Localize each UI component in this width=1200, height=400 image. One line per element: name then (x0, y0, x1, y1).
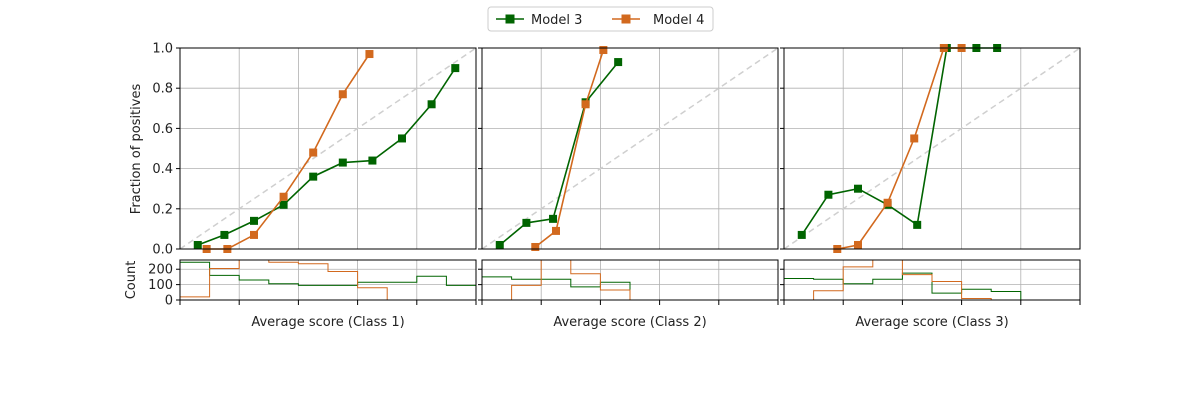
legend: Model 3 Model 4 (487, 6, 714, 32)
data-point-marker (451, 64, 460, 73)
data-point-marker (549, 214, 558, 223)
series-line (206, 53, 371, 250)
data-point-marker (531, 242, 540, 251)
legend-marker-model-3 (505, 14, 515, 24)
data-point-marker (309, 172, 318, 181)
histogram-step-model-4 (784, 260, 1080, 300)
hist-axes-frame (179, 259, 477, 301)
series-model-3 (797, 44, 1002, 239)
legend-box (487, 6, 714, 32)
hist-y-tick-label: 100 (148, 278, 173, 293)
data-point-marker (495, 240, 504, 249)
hist-axes-frame (783, 259, 1081, 301)
y-tick-label: 0.0 (152, 243, 173, 258)
y-tick-label: 1.0 (152, 42, 173, 57)
series-line (534, 49, 605, 248)
histogram-step-model-3 (784, 272, 1080, 300)
series-line (801, 47, 998, 236)
hist-axes-frame (481, 259, 779, 301)
data-point-marker (552, 226, 560, 235)
series-model-4 (833, 44, 966, 253)
data-point-marker (309, 148, 318, 157)
series-line (837, 47, 962, 250)
hist-y-tick-label: 200 (148, 263, 173, 278)
data-point-marker (910, 134, 919, 143)
data-point-marker (913, 220, 922, 229)
data-point-marker (522, 218, 531, 227)
data-point-marker (368, 156, 377, 165)
series-line (197, 67, 456, 246)
data-point-marker (279, 200, 288, 209)
x-axis-label-class-1: Average score (Class 1) (251, 315, 404, 330)
reference-diagonal-line (783, 47, 1081, 250)
hist-y-axis-label: Count (124, 261, 139, 300)
y-tick-label: 0.2 (152, 202, 173, 217)
series-model-4 (202, 50, 374, 253)
data-point-marker (193, 240, 202, 249)
reference-diagonal-line (179, 47, 477, 250)
data-point-marker (220, 230, 229, 239)
panel-class-2 (478, 46, 779, 305)
legend-label-model-4: Model 4 (653, 13, 704, 28)
data-point-marker (854, 184, 862, 193)
x-axis-label-class-2: Average score (Class 2) (553, 315, 706, 330)
hist-y-tick-label: 0 (165, 294, 173, 309)
main-axes-frame (783, 47, 1081, 250)
y-tick-label: 0.8 (152, 82, 173, 97)
histogram-class-2 (478, 259, 779, 305)
data-point-marker (854, 240, 862, 249)
data-point-marker (250, 216, 258, 225)
data-point-marker (365, 50, 374, 59)
y-tick-label: 0.4 (152, 162, 173, 177)
histogram-step-model-4 (180, 260, 476, 300)
main-axes-frame (179, 47, 477, 250)
data-point-marker (824, 190, 833, 199)
data-point-marker (279, 192, 288, 201)
data-point-marker (797, 230, 806, 239)
histogram-step-model-3 (180, 261, 476, 300)
histogram-step-model-4 (482, 260, 778, 300)
data-point-marker (250, 230, 258, 239)
legend-label-model-3: Model 3 (531, 13, 582, 28)
data-point-marker (614, 58, 623, 67)
y-axis-label: Fraction of positives (129, 84, 144, 215)
reference-diagonal-line (481, 47, 779, 250)
data-point-marker (883, 198, 892, 207)
x-axis-label-class-3: Average score (Class 3) (855, 315, 1008, 330)
data-point-marker (338, 158, 347, 167)
y-tick-label: 0.6 (152, 122, 173, 137)
data-point-marker (398, 134, 406, 143)
main-axes-frame (481, 47, 779, 250)
panel-class-3 (780, 44, 1081, 305)
legend-marker-model-4 (621, 14, 631, 24)
histogram-class-3 (780, 259, 1081, 305)
series-model-4 (531, 46, 608, 251)
data-point-marker (338, 90, 347, 99)
data-point-marker (599, 46, 608, 55)
data-point-marker (581, 100, 590, 109)
series-model-3 (193, 64, 460, 249)
data-point-marker (427, 100, 436, 109)
